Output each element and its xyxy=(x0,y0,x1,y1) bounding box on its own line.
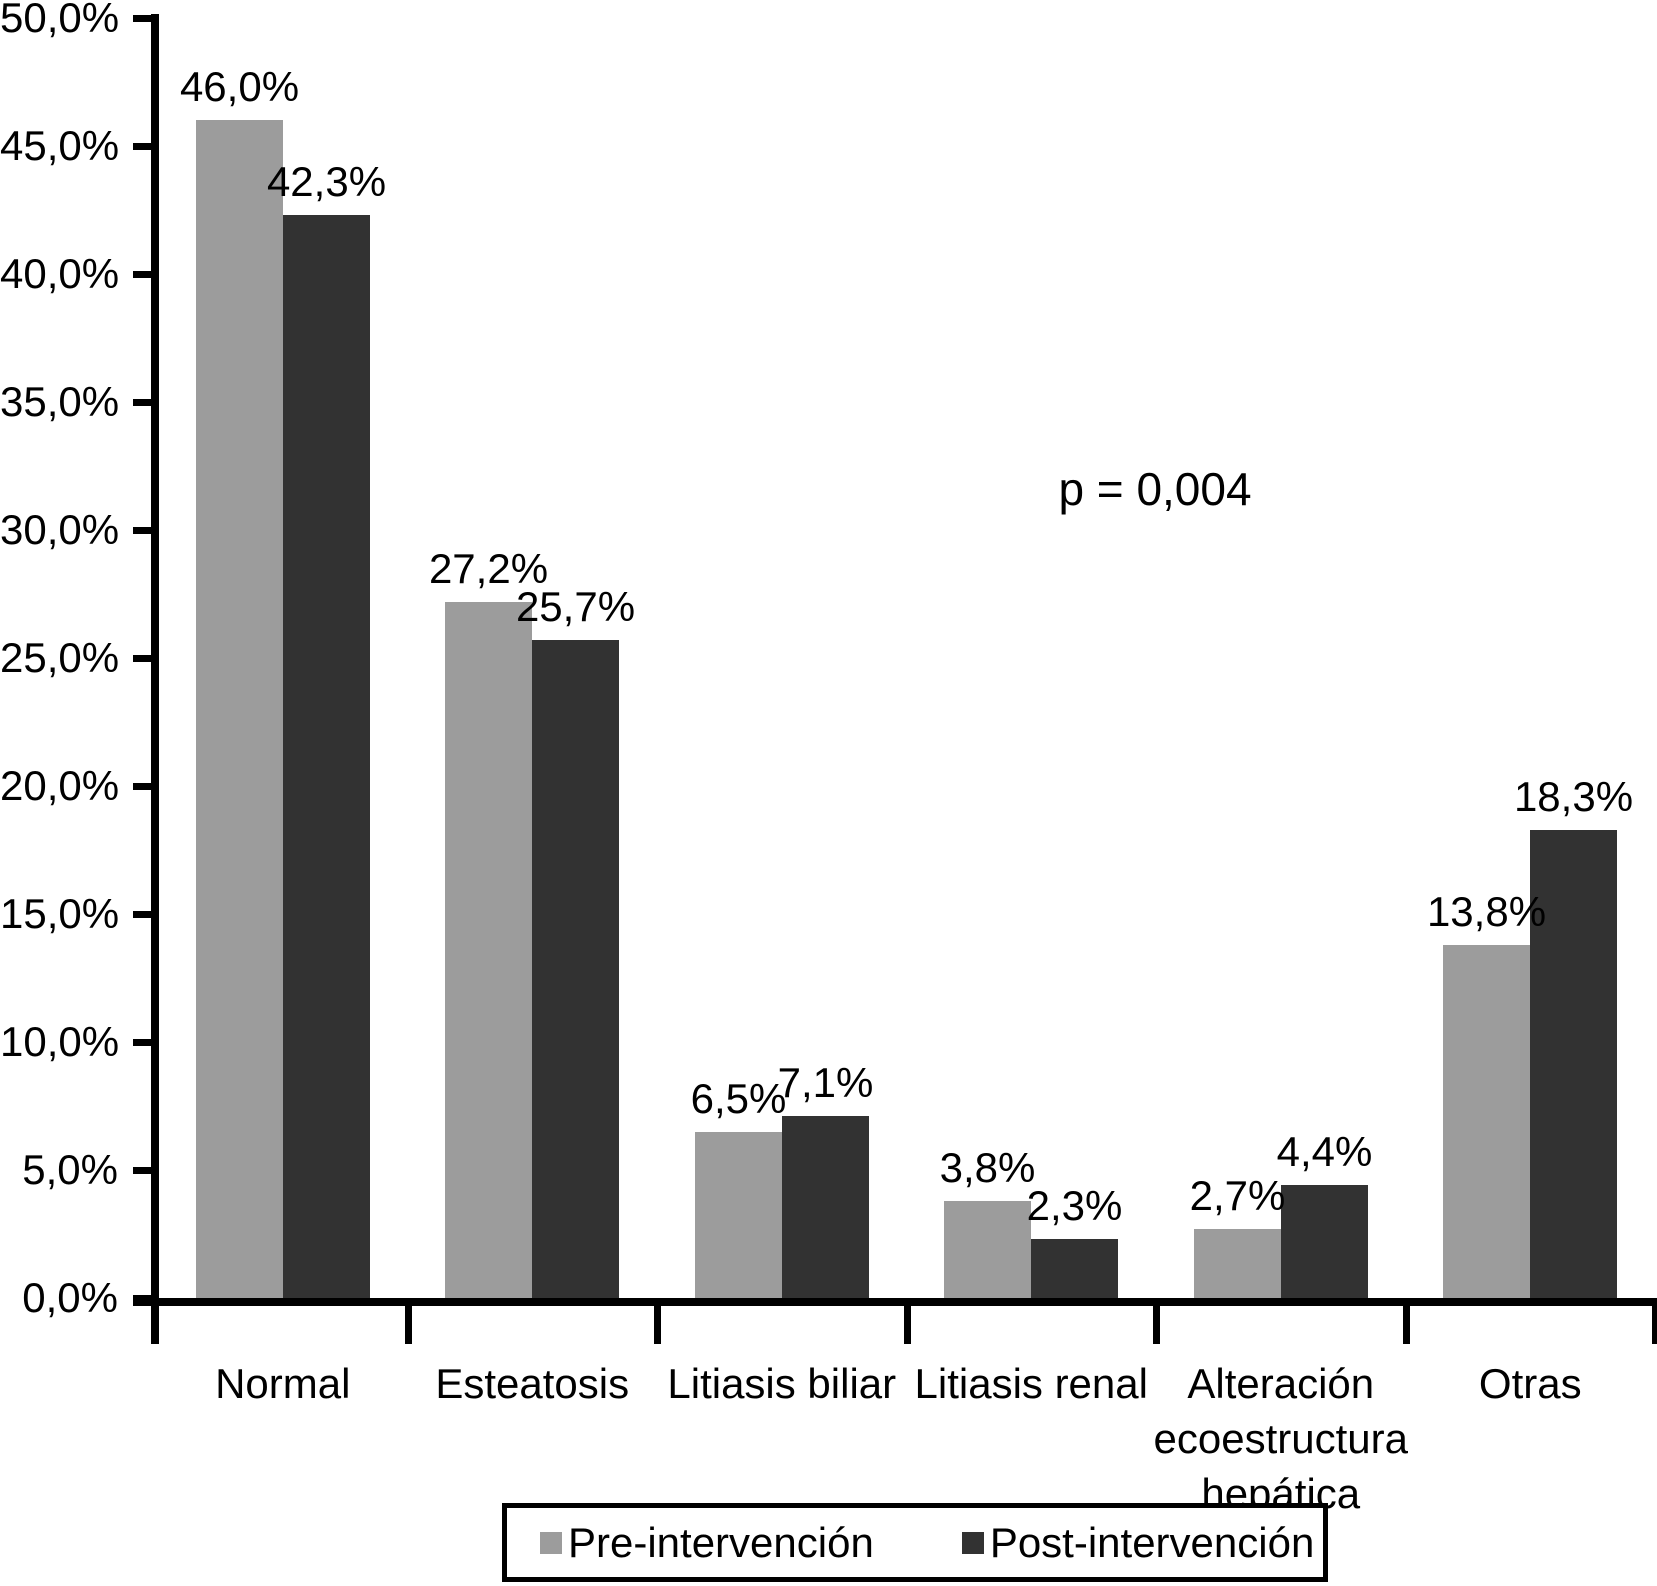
y-tick-mark xyxy=(133,655,159,662)
bar-value-label: 27,2% xyxy=(428,545,549,592)
bar-value-label: 18,3% xyxy=(1513,773,1634,820)
legend-label: Pre-intervención xyxy=(568,1518,874,1566)
y-tick-mark xyxy=(133,15,159,22)
legend-swatch-icon xyxy=(540,1531,562,1554)
y-tick-mark xyxy=(133,399,159,406)
y-tick-label: 0,0% xyxy=(22,1274,118,1321)
y-tick-label: 50,0% xyxy=(0,0,120,41)
bar-pre-2 xyxy=(445,602,532,1298)
bar-value-label: 46,0% xyxy=(179,63,300,110)
x-tick-mark xyxy=(903,1306,911,1344)
legend-item-pre: Pre-intervención xyxy=(540,1519,874,1567)
legend-swatch-icon xyxy=(961,1531,984,1554)
y-axis-line xyxy=(151,14,159,1344)
y-tick-label: 35,0% xyxy=(0,378,120,425)
legend-item-post: Post-intervención xyxy=(961,1518,1315,1567)
y-tick-label: 10,0% xyxy=(0,1018,120,1065)
y-tick-mark xyxy=(133,527,159,534)
bar-post-5 xyxy=(1281,1185,1368,1298)
category-label-5: Alteración ecoestructura hepática xyxy=(1153,1360,1408,1517)
bar-post-2 xyxy=(532,640,619,1298)
y-tick-mark xyxy=(133,1167,159,1174)
bar-value-label: 13,8% xyxy=(1426,888,1547,935)
bar-value-label: 3,8% xyxy=(939,1144,1036,1191)
bar-value-label: 2,3% xyxy=(1026,1182,1123,1229)
bar-value-label: 25,7% xyxy=(515,583,636,630)
category-label-3: Litiasis biliar xyxy=(667,1360,897,1407)
bar-post-1 xyxy=(283,215,370,1298)
y-tick-label: 45,0% xyxy=(0,122,120,169)
bar-value-label: 6,5% xyxy=(690,1075,787,1122)
category-label-2: Esteatosis xyxy=(435,1360,630,1407)
bar-value-label: 42,3% xyxy=(266,158,387,205)
y-tick-mark xyxy=(133,1039,159,1046)
p-value-annotation: p = 0,004 xyxy=(1058,463,1252,515)
category-label-1: Normal xyxy=(215,1360,351,1407)
y-tick-mark xyxy=(133,1295,159,1302)
y-tick-label: 15,0% xyxy=(0,890,120,937)
bar-pre-1 xyxy=(196,120,283,1298)
y-tick-mark xyxy=(133,783,159,790)
y-tick-label: 40,0% xyxy=(0,250,120,297)
bar-post-4 xyxy=(1031,1239,1118,1298)
x-tick-mark xyxy=(1652,1306,1657,1344)
bar-pre-3 xyxy=(695,1132,782,1298)
y-tick-label: 30,0% xyxy=(0,506,120,553)
bar-pre-5 xyxy=(1194,1229,1281,1298)
x-tick-mark xyxy=(654,1306,661,1344)
x-tick-mark xyxy=(1402,1306,1410,1344)
y-tick-mark xyxy=(133,911,159,918)
bar-pre-6 xyxy=(1443,945,1530,1298)
bar-value-label: 2,7% xyxy=(1189,1172,1286,1219)
bar-post-6 xyxy=(1530,830,1617,1298)
bar-value-label: 4,4% xyxy=(1276,1128,1373,1175)
category-label-6: Otras xyxy=(1478,1360,1582,1407)
y-tick-label: 25,0% xyxy=(0,634,120,681)
category-label-4: Litiasis renal xyxy=(914,1360,1148,1407)
legend: Pre-intervención Post-intervención xyxy=(502,1503,1328,1582)
y-tick-mark xyxy=(133,143,159,150)
y-tick-mark xyxy=(133,271,159,278)
x-tick-mark xyxy=(404,1306,412,1344)
y-tick-label: 5,0% xyxy=(22,1146,118,1193)
bar-value-label: 7,1% xyxy=(777,1059,874,1106)
y-tick-label: 20,0% xyxy=(0,762,120,809)
bar-pre-4 xyxy=(944,1201,1031,1298)
x-axis-line xyxy=(133,1298,1657,1306)
x-tick-mark xyxy=(1153,1306,1160,1344)
bar-post-3 xyxy=(782,1116,869,1298)
legend-label: Post-intervención xyxy=(989,1518,1315,1566)
